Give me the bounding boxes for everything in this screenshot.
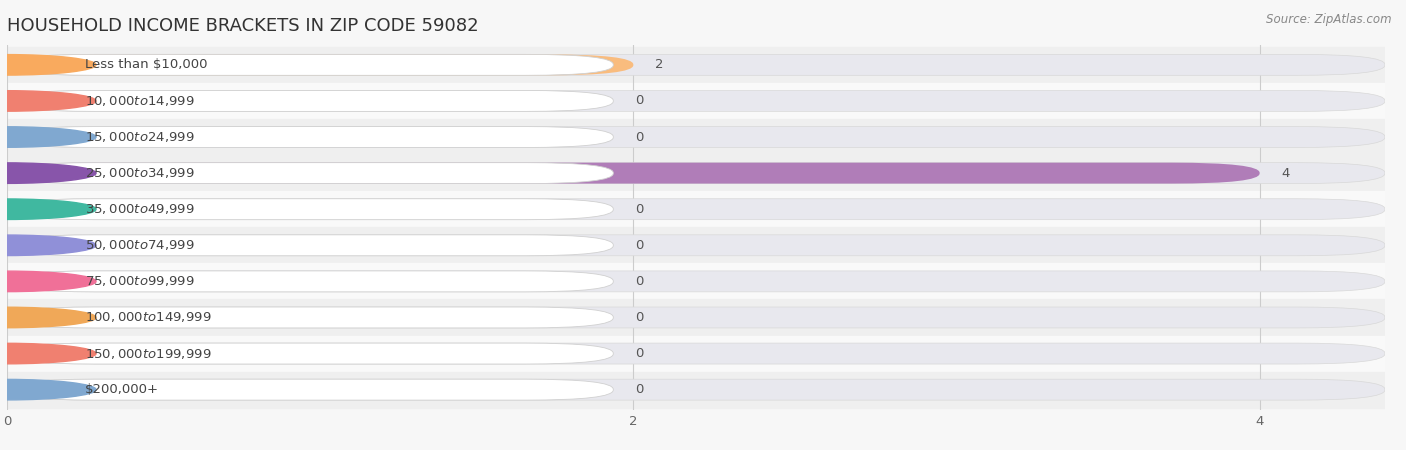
FancyBboxPatch shape [7,235,613,256]
Text: 2: 2 [655,58,664,72]
Circle shape [0,163,96,183]
FancyBboxPatch shape [7,199,613,220]
Text: 4: 4 [1282,166,1289,180]
FancyBboxPatch shape [7,90,613,112]
Bar [7,263,1385,299]
Circle shape [0,271,96,292]
Circle shape [0,235,96,256]
Circle shape [0,307,96,328]
Text: $75,000 to $99,999: $75,000 to $99,999 [86,274,195,288]
Text: 0: 0 [636,275,644,288]
FancyBboxPatch shape [7,162,1260,184]
FancyBboxPatch shape [7,307,613,328]
Text: HOUSEHOLD INCOME BRACKETS IN ZIP CODE 59082: HOUSEHOLD INCOME BRACKETS IN ZIP CODE 59… [7,17,478,35]
FancyBboxPatch shape [7,90,1385,112]
Text: 0: 0 [636,239,644,252]
Bar [7,47,1385,83]
Circle shape [0,379,96,400]
Bar [7,299,1385,336]
Text: Less than $10,000: Less than $10,000 [86,58,208,72]
FancyBboxPatch shape [7,379,613,400]
Text: 0: 0 [636,130,644,144]
FancyBboxPatch shape [7,54,1385,75]
Bar [7,336,1385,372]
FancyBboxPatch shape [7,126,1385,148]
FancyBboxPatch shape [7,379,1385,400]
Text: $200,000+: $200,000+ [86,383,159,396]
Text: $50,000 to $74,999: $50,000 to $74,999 [86,238,195,252]
Circle shape [0,91,96,111]
FancyBboxPatch shape [7,162,1385,184]
Text: 0: 0 [636,347,644,360]
Text: $100,000 to $149,999: $100,000 to $149,999 [86,310,212,324]
Bar [7,155,1385,191]
Circle shape [0,343,96,364]
FancyBboxPatch shape [7,271,613,292]
FancyBboxPatch shape [7,343,613,364]
Text: $150,000 to $199,999: $150,000 to $199,999 [86,346,212,360]
Bar [7,119,1385,155]
Text: $10,000 to $14,999: $10,000 to $14,999 [86,94,195,108]
Circle shape [0,199,96,220]
Text: 0: 0 [636,383,644,396]
Bar [7,372,1385,408]
FancyBboxPatch shape [7,199,1385,220]
Bar [7,83,1385,119]
FancyBboxPatch shape [7,271,1385,292]
Text: $25,000 to $34,999: $25,000 to $34,999 [86,166,195,180]
FancyBboxPatch shape [7,343,1385,364]
Text: 0: 0 [636,311,644,324]
Circle shape [0,54,96,75]
Text: 0: 0 [636,202,644,216]
FancyBboxPatch shape [7,126,613,148]
Text: Source: ZipAtlas.com: Source: ZipAtlas.com [1267,14,1392,27]
FancyBboxPatch shape [7,54,633,75]
Text: $35,000 to $49,999: $35,000 to $49,999 [86,202,195,216]
FancyBboxPatch shape [7,307,1385,328]
FancyBboxPatch shape [7,162,613,184]
Bar [7,191,1385,227]
Text: $15,000 to $24,999: $15,000 to $24,999 [86,130,195,144]
FancyBboxPatch shape [7,235,1385,256]
Bar [7,227,1385,263]
Circle shape [0,127,96,147]
FancyBboxPatch shape [7,54,613,75]
Text: 0: 0 [636,94,644,108]
